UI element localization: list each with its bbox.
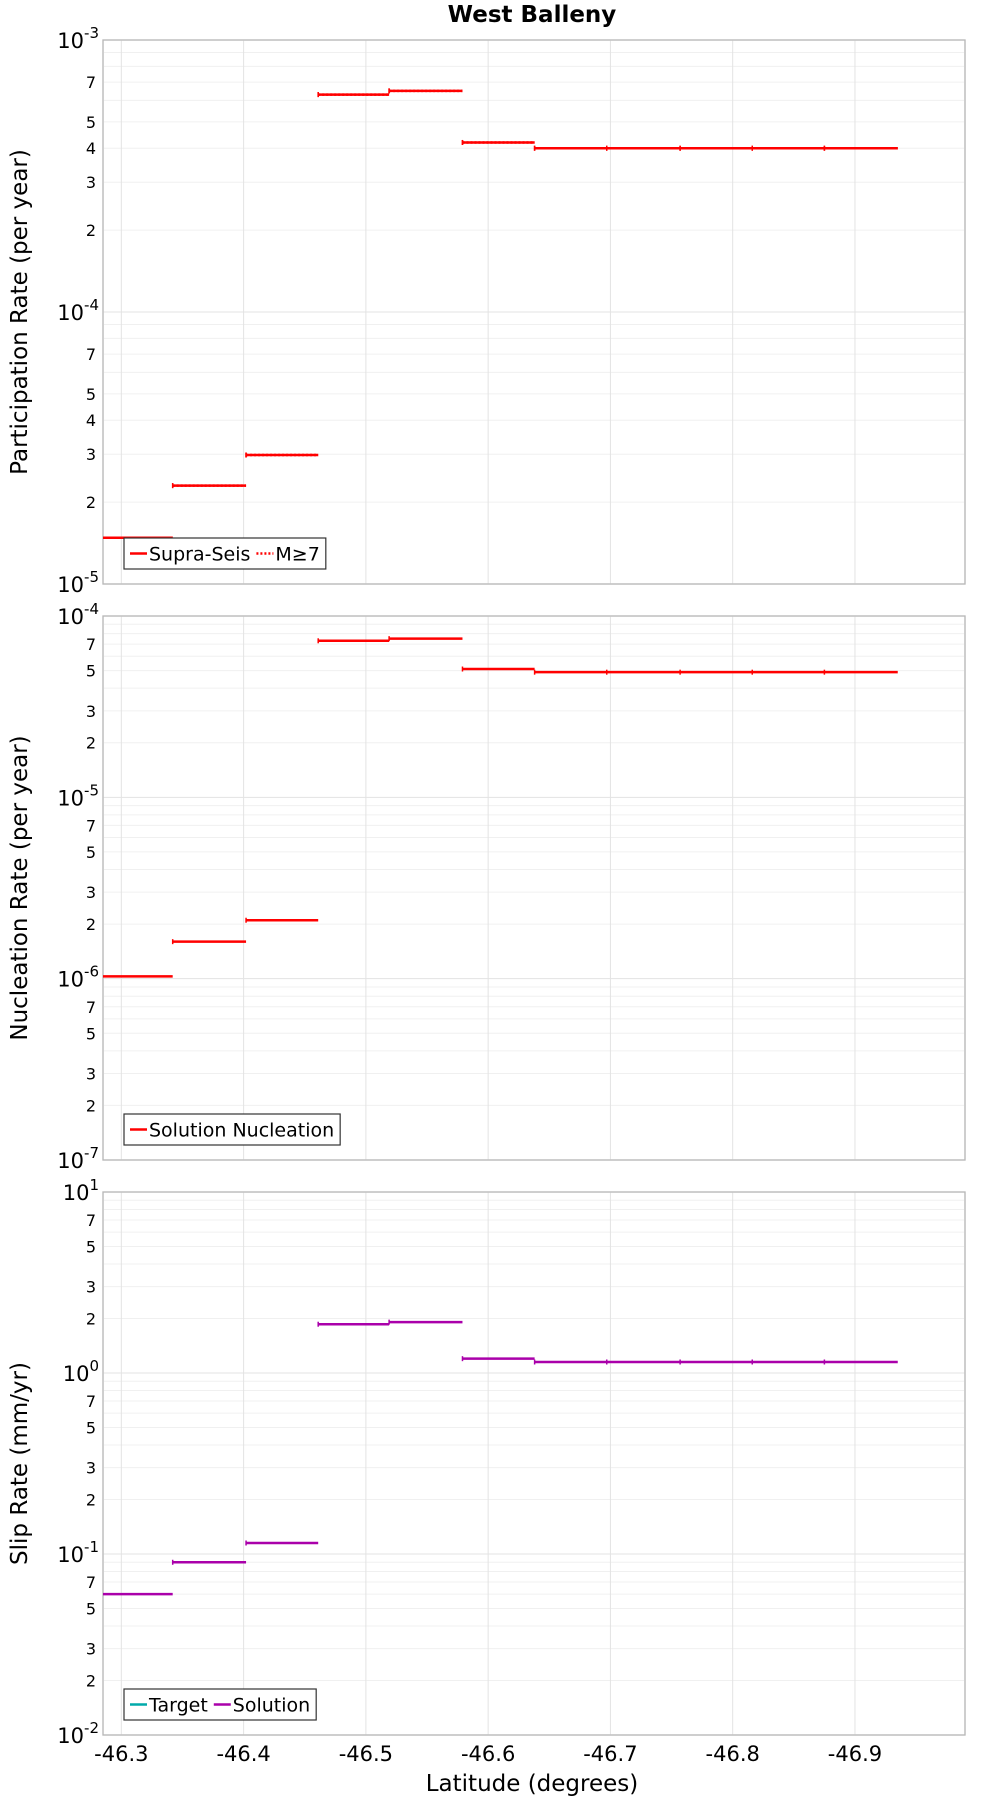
y-tick-minor-label: 3 [86, 702, 96, 721]
y-tick-minor-label: 5 [86, 1237, 96, 1256]
y-axis-ticks: 10-5 10-4 10-3 2 3 4 5 7 2 3 4 5 7 [57, 24, 99, 597]
plot-area [102, 615, 966, 1161]
series-m-7 [103, 88, 898, 539]
series-solution [103, 1319, 898, 1596]
legend-box [123, 1688, 317, 1721]
legend-box [123, 537, 327, 570]
legend-label: Solution [233, 1695, 310, 1717]
legend-label: Target [148, 1695, 208, 1717]
y-tick-minor-label: 5 [86, 843, 96, 862]
y-tick-minor-label: 3 [86, 1459, 96, 1478]
y-tick-label: 10-1 [57, 1538, 99, 1567]
y-tick-minor-label: 2 [86, 734, 96, 753]
legend: Target Solution [123, 1688, 317, 1721]
legend-label: Solution Nucleation [149, 1120, 334, 1142]
legend-label: Supra-Seis [149, 544, 250, 566]
chart-title: West Balleny [448, 2, 617, 28]
y-tick-minor-label: 2 [86, 1672, 96, 1691]
x-tick-label: -46.4 [216, 1742, 270, 1766]
plot-border [102, 615, 966, 1161]
legend-box [123, 1113, 341, 1146]
y-tick-label: 101 [63, 1176, 99, 1205]
legend-label: M≥7 [275, 544, 319, 566]
y-tick-label: 10-7 [57, 1144, 99, 1173]
y-tick-minor-label: 5 [86, 1024, 96, 1043]
y-tick-minor-label: 3 [86, 1064, 96, 1083]
y-tick-minor-label: 7 [86, 1211, 96, 1230]
y-tick-minor-label: 7 [86, 998, 96, 1017]
x-tick-label: -46.8 [706, 1742, 760, 1766]
y-tick-minor-label: 3 [86, 445, 96, 464]
y-tick-minor-label: 2 [86, 915, 96, 934]
y-axis-ticks: 10-7 10-6 10-5 10-4 2 3 5 7 2 3 5 7 2 3 5 7 [57, 600, 99, 1173]
y-tick-minor-label: 4 [86, 411, 96, 430]
x-tick-label: -46.9 [828, 1742, 882, 1766]
y-tick-minor-label: 3 [86, 173, 96, 192]
plot-border [102, 39, 966, 585]
y-tick-label: 10-3 [57, 24, 99, 53]
chart-panel-participation: 10-5 10-4 10-3 2 3 4 5 7 2 3 4 5 7 Participation Rate… [7, 24, 966, 597]
legend-items: Solution Nucleation [130, 1120, 334, 1142]
legend-items: Target Solution [130, 1695, 310, 1717]
y-axis-label: Nucleation Rate (per year) [7, 735, 33, 1040]
y-tick-minor-label: 4 [86, 139, 96, 158]
y-tick-label: 100 [63, 1357, 99, 1386]
y-tick-label: 10-4 [57, 600, 99, 629]
x-axis-label: Latitude (degrees) [426, 1771, 639, 1797]
y-axis-ticks: 10-2 10-1 100 101 2 3 5 7 2 3 5 7 2 3 5 7 [57, 1176, 99, 1748]
x-tick-label: -46.7 [583, 1742, 637, 1766]
x-axis-ticks: -46.3 -46.4 -46.5 -46.6 -46.7 -46.8 -46.9 [94, 1742, 882, 1766]
y-tick-minor-label: 7 [86, 1392, 96, 1411]
legend: Solution Nucleation [123, 1113, 341, 1146]
y-tick-minor-label: 7 [86, 73, 96, 92]
y-tick-minor-label: 2 [86, 1096, 96, 1115]
legend-items: Supra-Seis M≥7 [130, 544, 320, 566]
y-tick-minor-label: 5 [86, 662, 96, 681]
series-solution-nucleation [103, 636, 898, 978]
legend: Supra-Seis M≥7 [123, 537, 327, 570]
y-tick-minor-label: 7 [86, 1573, 96, 1592]
y-tick-minor-label: 3 [86, 1278, 96, 1297]
plot-border [102, 1191, 966, 1736]
y-tick-minor-label: 2 [86, 1491, 96, 1510]
x-tick-label: -46.6 [461, 1742, 515, 1766]
y-tick-minor-label: 5 [86, 385, 96, 404]
y-tick-minor-label: 5 [86, 1418, 96, 1437]
x-tick-label: -46.5 [339, 1742, 393, 1766]
y-tick-minor-label: 5 [86, 1599, 96, 1618]
y-tick-label: 10-2 [57, 1719, 99, 1748]
y-tick-minor-label: 2 [86, 221, 96, 240]
plot-area [102, 1191, 966, 1736]
y-tick-minor-label: 5 [86, 113, 96, 132]
y-tick-label: 10-4 [57, 296, 99, 325]
y-tick-minor-label: 3 [86, 1640, 96, 1659]
y-tick-minor-label: 7 [86, 816, 96, 835]
y-tick-minor-label: 2 [86, 493, 96, 512]
y-tick-label: 10-5 [57, 781, 99, 810]
y-tick-minor-label: 2 [86, 1310, 96, 1329]
y-axis-label: Slip Rate (mm/yr) [7, 1362, 33, 1565]
chart-panel-nucleation: 10-7 10-6 10-5 10-4 2 3 5 7 2 3 5 7 2 3 5 7 Nucleation R… [7, 600, 966, 1173]
chart-panel-slip: 10-2 10-1 100 101 2 3 5 7 2 3 5 7 2 3 5 7 Slip Rate (mm/… [7, 1176, 966, 1766]
y-axis-label: Participation Rate (per year) [7, 149, 33, 475]
x-tick-label: -46.3 [94, 1742, 148, 1766]
y-tick-minor-label: 7 [86, 345, 96, 364]
y-tick-label: 10-6 [57, 963, 99, 992]
y-tick-minor-label: 7 [86, 635, 96, 654]
y-tick-minor-label: 3 [86, 883, 96, 902]
y-tick-label: 10-5 [57, 568, 99, 597]
